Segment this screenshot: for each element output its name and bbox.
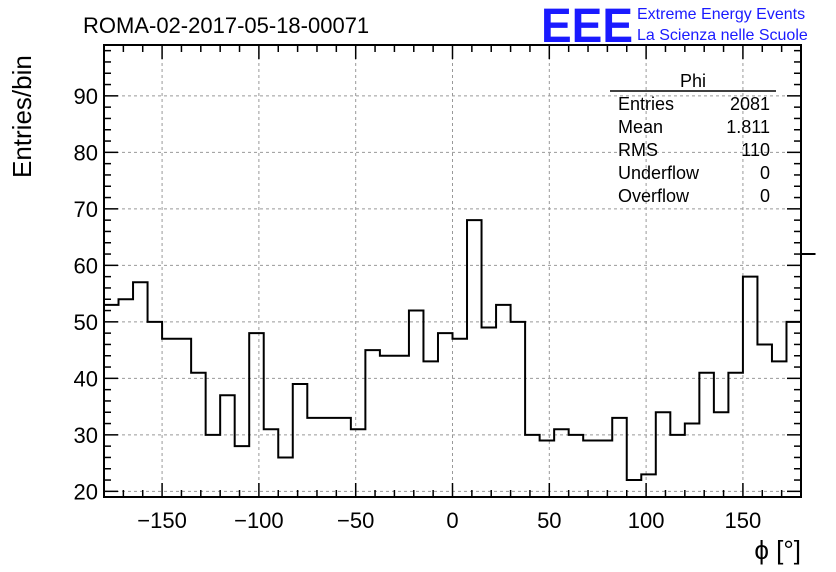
histogram-bin xyxy=(801,254,816,497)
stats-row-value: 2081 xyxy=(730,94,770,114)
y-tick-label: 50 xyxy=(74,310,98,335)
x-tick-label: −100 xyxy=(234,508,284,533)
stats-row-label: Overflow xyxy=(618,186,690,206)
histogram-bin xyxy=(336,418,351,497)
histogram-bin xyxy=(525,435,540,497)
histogram-bin xyxy=(772,361,787,497)
histogram-bin xyxy=(786,322,801,497)
histogram-bin xyxy=(293,384,308,497)
histogram-bin xyxy=(322,418,337,497)
histogram-bin xyxy=(278,457,293,497)
histogram-bin xyxy=(249,333,264,497)
x-tick-label: 50 xyxy=(537,508,561,533)
histogram-bin xyxy=(569,435,584,497)
stats-row-label: Underflow xyxy=(618,163,700,183)
stats-row-value: 0 xyxy=(760,186,770,206)
stats-row-label: RMS xyxy=(618,140,658,160)
x-tick-label: 150 xyxy=(725,508,762,533)
histogram-bin xyxy=(743,277,758,497)
histogram-bin xyxy=(191,373,206,497)
x-axis-title: ϕ [°] xyxy=(754,535,801,565)
histogram-bin xyxy=(380,356,395,497)
histogram-bin xyxy=(438,333,453,497)
stats-box: Phi Entries 2081 Mean 1.811 RMS 110 Underflow 0… xyxy=(610,71,776,206)
histogram-bin xyxy=(133,282,148,497)
x-tick-label: −150 xyxy=(137,508,187,533)
stats-row-value: 0 xyxy=(760,163,770,183)
histogram-bin xyxy=(264,429,279,497)
histogram-series xyxy=(104,219,816,498)
histogram-bin xyxy=(162,339,177,497)
histogram-bin xyxy=(148,322,163,497)
histogram-bin xyxy=(627,480,642,497)
y-tick-label: 80 xyxy=(74,140,98,165)
stats-row-label: Mean xyxy=(618,117,663,137)
histogram-bin xyxy=(307,418,322,497)
histogram-bin xyxy=(220,395,235,497)
stats-row-value: 1.811 xyxy=(726,117,770,137)
histogram-bin xyxy=(728,373,743,497)
histogram-bin xyxy=(670,435,685,497)
logo-line-1: Extreme Energy Events xyxy=(637,6,805,23)
chart-title: ROMA-02-2017-05-18-00071 xyxy=(83,13,369,38)
histogram-bin xyxy=(511,322,526,497)
x-tick-label: −50 xyxy=(337,508,374,533)
y-tick-label: 60 xyxy=(74,253,98,278)
histogram-bin xyxy=(598,441,613,498)
histogram-bin xyxy=(351,429,366,497)
histogram-bin xyxy=(757,344,772,497)
histogram-bin xyxy=(583,441,598,498)
histogram-bin xyxy=(177,339,192,497)
histogram-bin xyxy=(119,299,134,497)
histogram-bin xyxy=(685,424,700,497)
axis-ticks xyxy=(103,45,802,497)
histogram-bin xyxy=(423,361,438,497)
stats-row-value: 110 xyxy=(741,140,770,160)
histogram-bin xyxy=(496,305,511,497)
histogram-bin xyxy=(235,446,250,497)
histogram-bin xyxy=(612,418,627,497)
y-tick-label: 20 xyxy=(74,479,98,504)
histogram-step-line xyxy=(104,219,816,482)
histogram-bin xyxy=(365,350,380,497)
x-tick-label: 0 xyxy=(446,508,458,533)
x-tick-label: 100 xyxy=(628,508,665,533)
y-axis-title: Entries/bin xyxy=(7,55,37,178)
y-tick-label: 40 xyxy=(74,366,98,391)
y-tick-label: 30 xyxy=(74,423,98,448)
histogram-bin xyxy=(656,412,671,497)
histogram-bin xyxy=(714,412,729,497)
histogram-bin xyxy=(699,373,714,497)
y-tick-label: 90 xyxy=(74,84,98,109)
histogram-bin xyxy=(467,220,482,497)
stats-rows: Entries 2081 Mean 1.811 RMS 110 Underflow 0 Over… xyxy=(618,94,770,206)
histogram-bin xyxy=(409,311,424,497)
stats-box-name: Phi xyxy=(680,71,706,91)
histogram-bin xyxy=(554,429,569,497)
histogram-bin xyxy=(482,328,497,498)
histogram-bin xyxy=(453,339,468,497)
histogram-bin xyxy=(206,435,221,497)
histogram-bin xyxy=(540,441,555,498)
histogram-bin xyxy=(641,474,656,497)
logo-line-2: La Scienza nelle Scuole xyxy=(637,27,808,44)
tick-labels: −150 −100 −50 0 50 100 150 20 30 40 50 60 70 80 90 xyxy=(74,84,762,533)
stats-row-label: Entries xyxy=(618,94,674,114)
histogram-bin xyxy=(394,356,409,497)
y-tick-label: 70 xyxy=(74,197,98,222)
eee-logo: EEE xyxy=(541,0,633,53)
